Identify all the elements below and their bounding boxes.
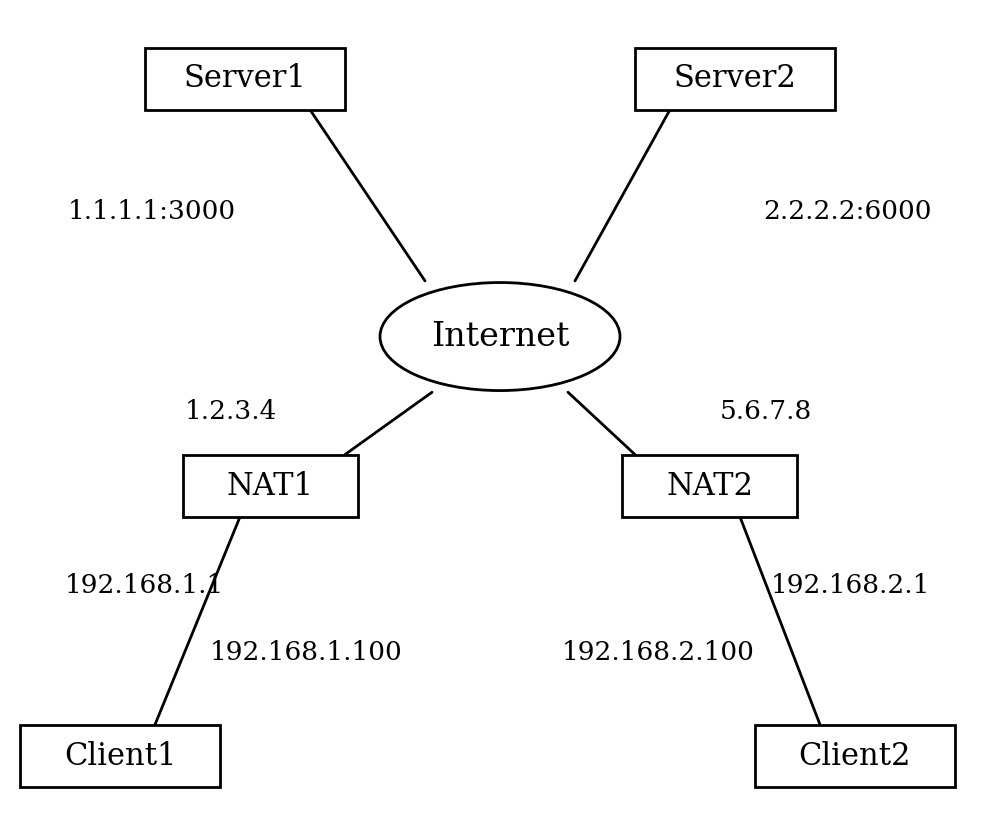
Text: Server1: Server1 [184,63,306,95]
FancyBboxPatch shape [145,47,345,110]
Ellipse shape [380,283,620,391]
FancyBboxPatch shape [183,455,358,517]
FancyBboxPatch shape [20,725,220,788]
Text: Internet: Internet [431,321,569,352]
Text: NAT1: NAT1 [226,470,314,502]
Text: 192.168.1.100: 192.168.1.100 [210,640,403,665]
Text: 5.6.7.8: 5.6.7.8 [720,399,812,424]
Text: 192.168.2.100: 192.168.2.100 [562,640,755,665]
FancyBboxPatch shape [755,725,955,788]
FancyBboxPatch shape [635,47,835,110]
FancyBboxPatch shape [622,455,797,517]
Text: 1.1.1.1:3000: 1.1.1.1:3000 [68,199,236,224]
Text: Client2: Client2 [799,740,911,772]
Text: 192.168.1.1: 192.168.1.1 [65,573,224,598]
Text: Client1: Client1 [64,740,176,772]
Text: 2.2.2.2:6000: 2.2.2.2:6000 [764,199,932,224]
Text: 192.168.2.1: 192.168.2.1 [771,573,930,598]
Text: Server2: Server2 [674,63,796,95]
Text: NAT2: NAT2 [666,470,754,502]
Text: 1.2.3.4: 1.2.3.4 [185,399,277,424]
